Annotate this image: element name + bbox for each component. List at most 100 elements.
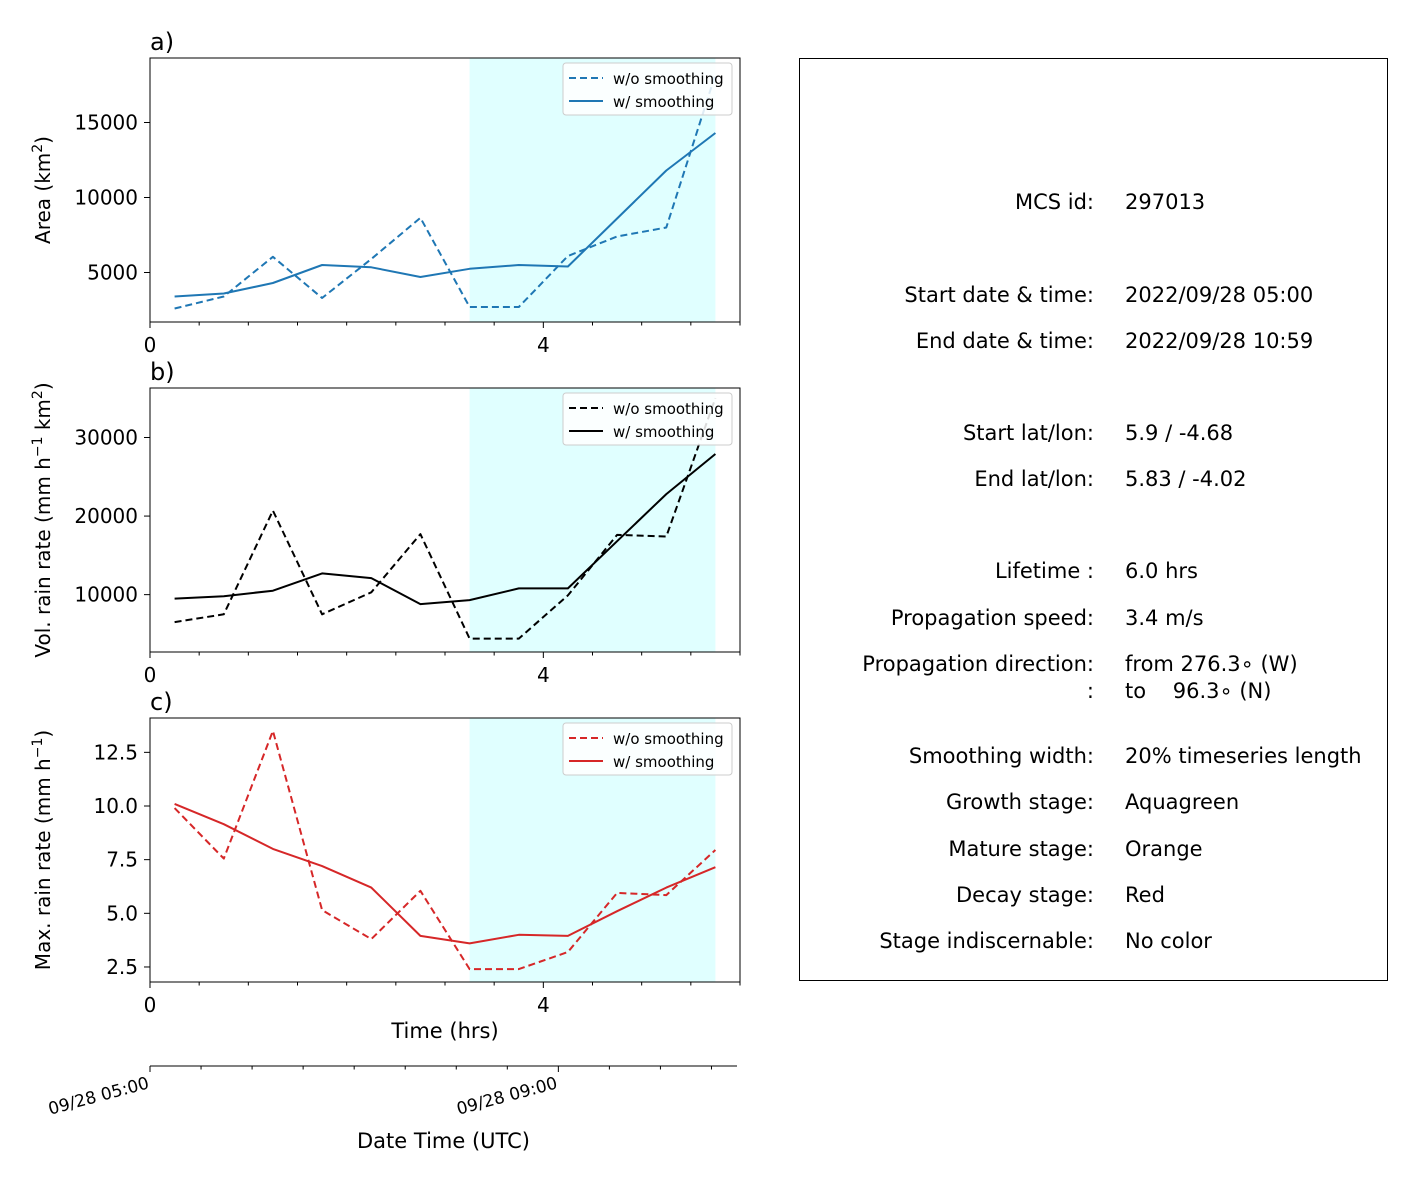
info-label: Lifetime : (994, 559, 1094, 583)
series-line-raw (174, 74, 717, 310)
y-tick-label: 30000 (74, 426, 138, 450)
legend-box (562, 392, 733, 446)
x-tick-label: 4 (537, 993, 550, 1017)
info-value: 297013 (1125, 190, 1206, 214)
info-row-start-latlon: Start lat/lon: 5.9 / -4.68 (800, 421, 1389, 445)
y-tick-label: 5.0 (106, 901, 138, 925)
x-tick-label: 4 (537, 333, 550, 357)
info-value: 20% timeseries length (1125, 744, 1362, 768)
info-row-propagation-direction: Propagation direction: from 276.3∘ (W) (800, 652, 1389, 676)
info-row-end-latlon: End lat/lon: 5.83 / -4.02 (800, 467, 1389, 491)
y-axis-label-superscript: −1 (30, 437, 46, 458)
y-axis-label-superscript: 2 (30, 144, 46, 153)
panel-label: a) (150, 28, 174, 56)
y-axis-label-text: ) (31, 730, 55, 738)
info-label: Growth stage: (945, 790, 1094, 814)
datetime-axis: 09/28 05:00 09/28 09:00 Date Time (UTC) (46, 1065, 737, 1153)
info-value: 3.4 m/s (1125, 606, 1204, 630)
info-label: Propagation direction: (862, 652, 1094, 676)
info-row-stage-indiscernable: Stage indiscernable: No color (800, 929, 1389, 953)
legend-label: w/ smoothing (613, 93, 714, 111)
y-tick-label: 2.5 (106, 955, 138, 979)
info-value: from 276.3∘ (W) (1125, 652, 1298, 676)
info-label: Smoothing width: (908, 744, 1094, 768)
info-value: to 96.3∘ (N) (1125, 679, 1272, 703)
info-row-growth-stage: Growth stage: Aquagreen (800, 790, 1389, 814)
y-tick-label: 12.5 (93, 740, 138, 764)
panel-label: c) (150, 688, 173, 716)
legend-box (562, 722, 733, 776)
series-line-raw (173, 729, 717, 971)
datetime-tick-label: 09/28 05:00 (46, 1074, 151, 1120)
x-tick-label: 0 (144, 333, 157, 357)
info-label: End lat/lon: (974, 467, 1094, 491)
y-axis-label-text: ) (31, 136, 55, 144)
series-line-smoothed (174, 802, 716, 945)
y-axis-label-superscript: 2 (30, 390, 46, 399)
info-row-propagation-direction-to: : to 96.3∘ (N) (800, 679, 1389, 703)
series-line-smoothed (174, 132, 717, 298)
chart-panel-b: b) 10000 20000 30000 0 4 Vol. rain rate (mm h−… (30, 358, 741, 687)
datetime-tick-label: 09/28 09:00 (455, 1074, 560, 1120)
legend-label: w/ smoothing (613, 753, 714, 771)
series-line-smoothed (174, 453, 717, 606)
info-value: Red (1125, 883, 1165, 907)
y-axis-label-text: ) (31, 382, 55, 390)
info-label: : (1086, 679, 1094, 703)
info-row-lifetime: Lifetime : 6.0 hrs (800, 559, 1389, 583)
chart-panel-a: a) 5000 10000 15000 0 4 Area (km2) w/o smoothin… (30, 28, 741, 357)
info-row-propagation-speed: Propagation speed: 3.4 m/s (800, 606, 1389, 630)
info-value: 2022/09/28 10:59 (1125, 329, 1314, 353)
panel-label: b) (150, 358, 175, 386)
info-label: Start date & time: (904, 283, 1094, 307)
x-tick-label: 0 (144, 993, 157, 1017)
y-axis-label: Area (km2) (30, 136, 55, 244)
x-tick-label: 4 (537, 663, 550, 687)
info-value: 5.9 / -4.68 (1125, 421, 1234, 445)
info-row-decay-stage: Decay stage: Red (800, 883, 1389, 907)
y-tick-label: 10000 (74, 186, 138, 210)
info-label: Mature stage: (948, 837, 1094, 861)
x-axis-label: Time (hrs) (390, 1019, 498, 1043)
info-row-mature-stage: Mature stage: Orange (800, 837, 1389, 861)
y-axis-label-text: Area (km (31, 153, 55, 244)
info-row-start-date: Start date & time: 2022/09/28 05:00 (800, 283, 1389, 307)
y-axis-label-superscript: −1 (30, 738, 46, 759)
y-tick-label: 5000 (87, 261, 138, 285)
info-panel: MCS id: 297013 Start date & time: 2022/0… (799, 58, 1388, 981)
y-tick-label: 15000 (74, 111, 138, 135)
y-tick-label: 20000 (74, 504, 138, 528)
y-axis-label: Vol. rain rate (mm h−1 km2) (30, 382, 55, 657)
legend-label: w/o smoothing (613, 730, 724, 748)
y-axis-label-text: Max. rain rate (mm h (31, 758, 55, 970)
y-tick-label: 10000 (74, 583, 138, 607)
info-label: Stage indiscernable: (879, 929, 1094, 953)
y-axis-label-text: km (31, 399, 55, 436)
y-tick-label: 10.0 (93, 794, 138, 818)
info-label: MCS id: (1014, 190, 1094, 214)
legend-label: w/ smoothing (613, 423, 714, 441)
x-tick-label: 0 (144, 663, 157, 687)
legend-label: w/o smoothing (613, 400, 724, 418)
info-value: Orange (1125, 837, 1203, 861)
info-label: End date & time: (915, 329, 1094, 353)
info-value: 5.83 / -4.02 (1125, 467, 1247, 491)
info-value: Aquagreen (1125, 790, 1240, 814)
info-value: 6.0 hrs (1125, 559, 1198, 583)
legend-box (562, 62, 733, 116)
series-line-raw (174, 397, 717, 640)
info-row-smoothing-width: Smoothing width: 20% timeseries length (800, 744, 1389, 768)
chart-panel-c: c) 2.5 5.0 7.5 10.0 12.5 0 4 Max. rain rate (mm … (30, 688, 741, 1043)
info-row-mcs-id: MCS id: 297013 (800, 190, 1389, 214)
info-value: No color (1125, 929, 1212, 953)
info-label: Decay stage: (956, 883, 1094, 907)
info-label: Start lat/lon: (962, 421, 1094, 445)
legend-label: w/o smoothing (613, 70, 724, 88)
info-label: Propagation speed: (890, 606, 1094, 630)
y-axis-label-text: Vol. rain rate (mm h (31, 457, 55, 658)
datetime-axis-label: Date Time (UTC) (357, 1129, 530, 1153)
y-tick-label: 7.5 (106, 848, 138, 872)
info-row-end-date: End date & time: 2022/09/28 10:59 (800, 329, 1389, 353)
y-axis-label: Max. rain rate (mm h−1) (30, 730, 55, 970)
